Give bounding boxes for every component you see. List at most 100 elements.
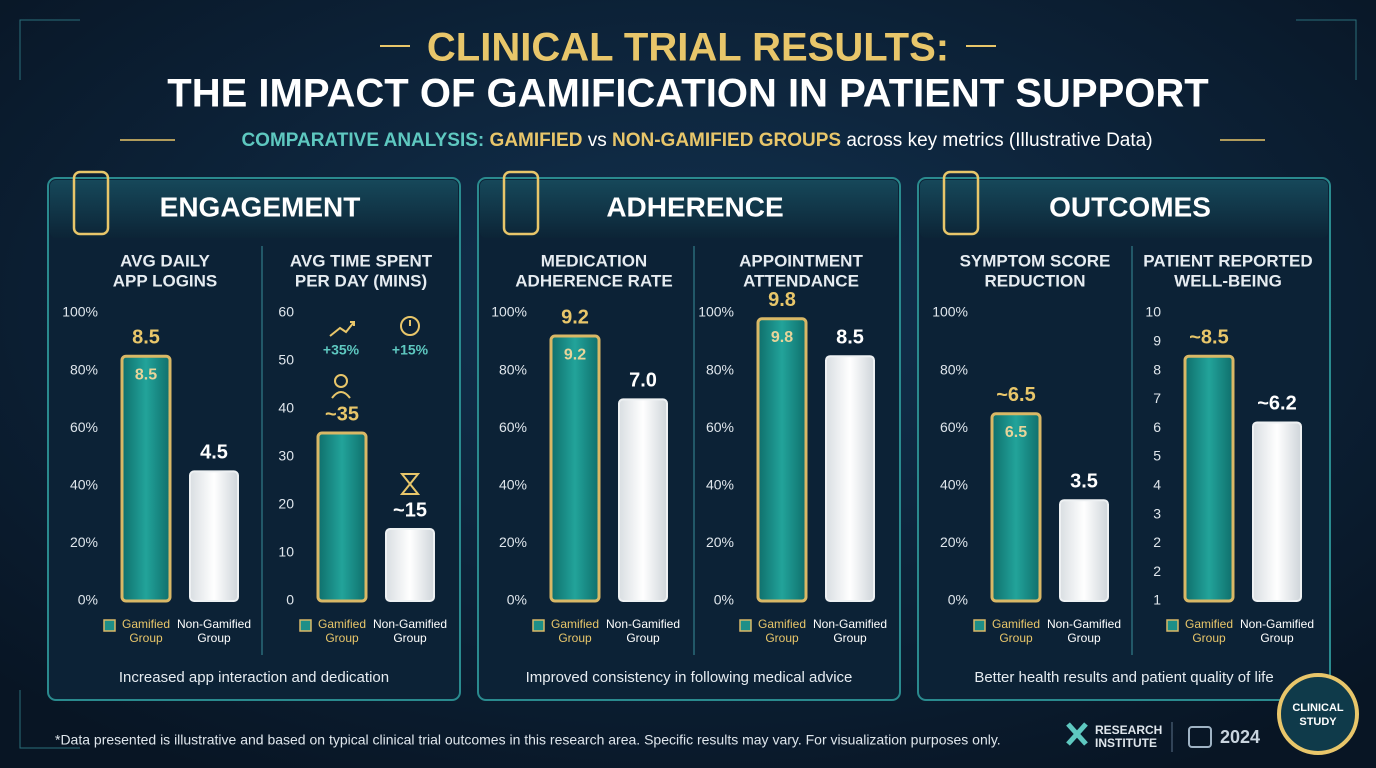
chart-title: REDUCTION: [984, 271, 1085, 290]
value-label: 9.2: [561, 306, 589, 328]
y-tick-label: 10: [1145, 304, 1161, 320]
y-tick-label: 80%: [940, 361, 968, 377]
legend-swatch: [103, 619, 116, 632]
y-tick-label: 0%: [78, 592, 98, 608]
legend-swatch: [532, 619, 545, 632]
panel-header: [920, 180, 1328, 238]
legend-label: Non-Gamified Group: [1046, 617, 1122, 645]
institute-logo: [1066, 722, 1088, 746]
bar: [756, 317, 808, 603]
inner-value-label: 9.2: [564, 346, 586, 363]
legend-label: Non-Gamified Group: [1239, 617, 1315, 645]
y-tick-label: 60%: [499, 419, 527, 435]
bar: [1252, 421, 1302, 602]
y-tick-label: 100%: [698, 304, 734, 320]
chart-title: APPOINTMENT: [739, 251, 863, 270]
legend-label: Gamified Group: [1184, 617, 1234, 645]
subtitle-part: NON-GAMIFIED GROUPS: [612, 130, 841, 151]
y-tick-label: 100%: [491, 304, 527, 320]
chart-title: MEDICATION: [541, 251, 647, 270]
legend-entry: Non-Gamified Group: [177, 617, 251, 645]
value-label: ~15: [393, 499, 427, 521]
y-tick-label: 80%: [706, 361, 734, 377]
y-tick-label: 20%: [70, 534, 98, 550]
y-tick-label: 50: [278, 352, 294, 368]
legend-entry: Non-Gamified Group: [372, 617, 448, 645]
y-tick-label: 5: [1153, 448, 1161, 464]
bar: [1183, 354, 1235, 603]
value-label: ~8.5: [1189, 326, 1228, 348]
y-tick-label: 6: [1153, 419, 1161, 435]
panel-header: [480, 180, 898, 238]
y-tick-label: 20%: [499, 534, 527, 550]
y-tick-label: 10: [278, 544, 294, 560]
y-tick-label: 1: [1153, 592, 1161, 608]
title-line-1: CLINICAL TRIAL RESULTS:: [427, 26, 949, 70]
y-tick-label: 60: [278, 304, 294, 320]
panel-title: ADHERENCE: [606, 191, 783, 222]
value-label: ~6.5: [996, 384, 1035, 406]
subtitle-part: vs: [588, 130, 607, 151]
annotation: +35%: [323, 342, 360, 358]
chart-title: AVG TIME SPENT: [290, 251, 433, 270]
y-tick-label: 60%: [940, 419, 968, 435]
y-tick-label: 7: [1153, 390, 1161, 406]
badge-text: STUDY: [1299, 716, 1337, 728]
footer-note: *Data presented is illustrative and base…: [55, 732, 1001, 748]
y-tick-label: 0%: [507, 592, 527, 608]
bar: [189, 470, 239, 602]
inner-value-label: 9.8: [771, 329, 793, 346]
y-tick-label: 0%: [948, 592, 968, 608]
subtitle-part: GAMIFIED: [490, 130, 583, 151]
bar: [316, 431, 368, 603]
y-tick-label: 20%: [706, 534, 734, 550]
y-tick-label: 100%: [932, 304, 968, 320]
y-tick-label: 40%: [70, 477, 98, 493]
y-tick-label: 0: [286, 592, 294, 608]
legend-label: Non-Gamified Group: [605, 617, 681, 645]
chart-title: AVG DAILY: [120, 251, 210, 270]
institute-name: RESEARCH: [1095, 723, 1162, 737]
y-tick-label: 80%: [499, 361, 527, 377]
y-tick-label: 20: [278, 496, 294, 512]
badge: [1277, 673, 1359, 755]
chart-title: WELL-BEING: [1174, 271, 1282, 290]
legend-label: Non-Gamified Group: [372, 617, 448, 645]
legend-label: Gamified Group: [757, 617, 807, 645]
y-tick-label: 0%: [714, 592, 734, 608]
frame-corners: [19, 19, 1357, 749]
legend-swatch: [973, 619, 986, 632]
legend-swatch: [1166, 619, 1179, 632]
y-tick-label: 60%: [706, 419, 734, 435]
legend-label: Gamified Group: [991, 617, 1041, 645]
legend-entry: Gamified Group: [317, 617, 367, 645]
legend-label: Gamified Group: [550, 617, 600, 645]
legend-entry: Non-Gamified Group: [812, 617, 888, 645]
y-tick-label: 9: [1153, 333, 1161, 349]
value-label: 3.5: [1070, 470, 1098, 492]
title-line-2: THE IMPACT OF GAMIFICATION IN PATIENT SU…: [167, 72, 1208, 116]
panel-icon: [72, 170, 110, 236]
y-tick-label: 30: [278, 448, 294, 464]
legend-label: Gamified Group: [317, 617, 367, 645]
value-label: 8.5: [836, 326, 864, 348]
panel-icon: [942, 170, 980, 236]
panel-icon: [502, 170, 540, 236]
y-tick-label: 40: [278, 400, 294, 416]
panel-title: OUTCOMES: [1049, 191, 1211, 222]
chart-title: PER DAY (MINS): [295, 271, 427, 290]
panel-caption: Improved consistency in following medica…: [526, 669, 853, 686]
panel-caption: Better health results and patient qualit…: [974, 669, 1273, 686]
legend-entry: Gamified Group: [122, 617, 170, 645]
legend-swatch: [299, 619, 312, 632]
panel-caption: Increased app interaction and dedication: [119, 669, 389, 686]
bar: [990, 412, 1042, 603]
y-tick-label: 40%: [706, 477, 734, 493]
legend-label: Non-Gamified Group: [812, 617, 888, 645]
bar: [1059, 499, 1109, 603]
y-tick-label: 3: [1153, 505, 1161, 521]
legend-entry: Gamified Group: [550, 617, 600, 645]
y-tick-label: 8: [1153, 361, 1161, 377]
y-tick-label: 80%: [70, 361, 98, 377]
